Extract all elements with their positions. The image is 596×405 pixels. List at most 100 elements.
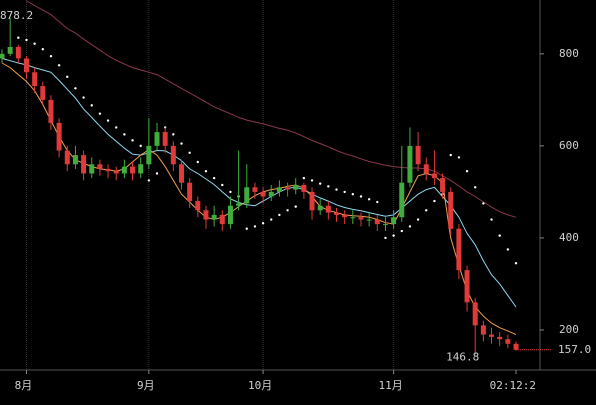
candle-body — [89, 164, 95, 174]
sar-dot — [400, 229, 403, 233]
sar-dot — [310, 179, 314, 182]
sar-dot — [180, 142, 183, 145]
sar-dot — [335, 188, 338, 191]
sar-dot — [327, 185, 330, 188]
x-tick-label: 10月 — [248, 379, 272, 392]
candle-body — [480, 325, 486, 335]
sar-dot — [188, 151, 191, 154]
candle-body — [513, 343, 519, 350]
y-tick-label: 600 — [559, 139, 579, 152]
candle-body — [154, 132, 160, 146]
sar-dot — [392, 234, 395, 237]
sar-dot — [66, 75, 69, 79]
candle-body — [423, 164, 429, 174]
candle-body — [97, 164, 103, 169]
candle-body — [244, 187, 250, 204]
sar-dot — [49, 54, 53, 58]
y-tick-label: 800 — [559, 47, 579, 60]
sar-dot — [90, 104, 93, 107]
sar-dot — [449, 153, 452, 157]
candle-body — [342, 214, 348, 218]
candle-body — [211, 214, 217, 220]
low-label: 146.8 — [446, 350, 479, 363]
candle-body — [195, 201, 201, 211]
sar-dot — [155, 172, 159, 175]
candle-body — [407, 145, 413, 183]
sar-dot — [376, 200, 379, 204]
sar-dot — [302, 176, 306, 180]
plot-area — [0, 0, 519, 355]
sar-dot — [416, 218, 420, 221]
candle-body — [23, 58, 29, 73]
y-tick-label: 400 — [559, 231, 579, 244]
candle-body — [325, 205, 331, 213]
candle-body — [187, 182, 193, 202]
sar-dot — [139, 144, 142, 148]
sar-dot — [482, 202, 485, 205]
sar-dot — [221, 183, 224, 187]
sar-dot — [123, 133, 126, 136]
candle-body — [48, 99, 54, 123]
candle-body — [40, 86, 46, 100]
sar-dot — [278, 213, 281, 217]
candle-body — [227, 205, 233, 225]
sar-dot — [261, 221, 265, 225]
candle-body — [7, 46, 13, 54]
candle-body — [440, 178, 446, 192]
sar-dot — [286, 209, 289, 212]
candle-body — [293, 185, 299, 190]
sar-dot — [204, 169, 208, 173]
candle-body — [260, 191, 266, 197]
candle-body — [276, 187, 282, 192]
candle-body — [489, 334, 495, 337]
sar-dot — [408, 225, 412, 228]
candle-body — [317, 205, 323, 211]
candle-body — [81, 155, 87, 174]
candle-body — [252, 187, 258, 192]
x-tick-label: 02:12:2 — [490, 379, 536, 392]
candle-body — [374, 219, 380, 225]
candle-body — [448, 191, 454, 229]
candle-body — [358, 217, 364, 220]
candle-body — [178, 164, 184, 183]
sar-dot — [351, 193, 355, 196]
candle-body — [56, 122, 62, 151]
sar-dot — [98, 112, 102, 115]
candle-body — [32, 72, 38, 87]
sar-dot — [359, 195, 363, 198]
last-price-label: 157.0 — [558, 343, 591, 356]
candle-body — [130, 166, 136, 174]
sar-dot — [245, 227, 248, 230]
candle-body — [366, 219, 372, 221]
candle-body — [121, 166, 127, 174]
candle-body — [415, 145, 421, 165]
sar-dot — [57, 64, 61, 67]
sar-dot — [270, 218, 273, 221]
candle-body — [301, 185, 307, 192]
sar-dot — [294, 205, 297, 208]
x-tick-label: 11月 — [378, 379, 402, 392]
candle-body — [431, 173, 437, 179]
sar-dot — [25, 38, 28, 42]
sar-dot — [196, 160, 200, 164]
sar-dot — [41, 48, 44, 51]
candle-body — [146, 145, 152, 165]
sar-dot — [115, 126, 118, 129]
y-tick-label: 200 — [559, 323, 579, 336]
candle-body — [236, 203, 242, 206]
sar-dot — [457, 156, 461, 159]
candle-body — [391, 217, 397, 225]
candle-body — [309, 191, 315, 211]
candle-body — [399, 182, 405, 218]
candle-body — [497, 336, 503, 340]
candle-body — [382, 224, 388, 226]
candle-body — [0, 53, 5, 59]
sar-dot — [106, 119, 110, 122]
sar-dot — [17, 36, 20, 39]
candle-body — [219, 214, 225, 225]
candle-body — [162, 132, 168, 146]
sar-dot — [33, 42, 36, 45]
